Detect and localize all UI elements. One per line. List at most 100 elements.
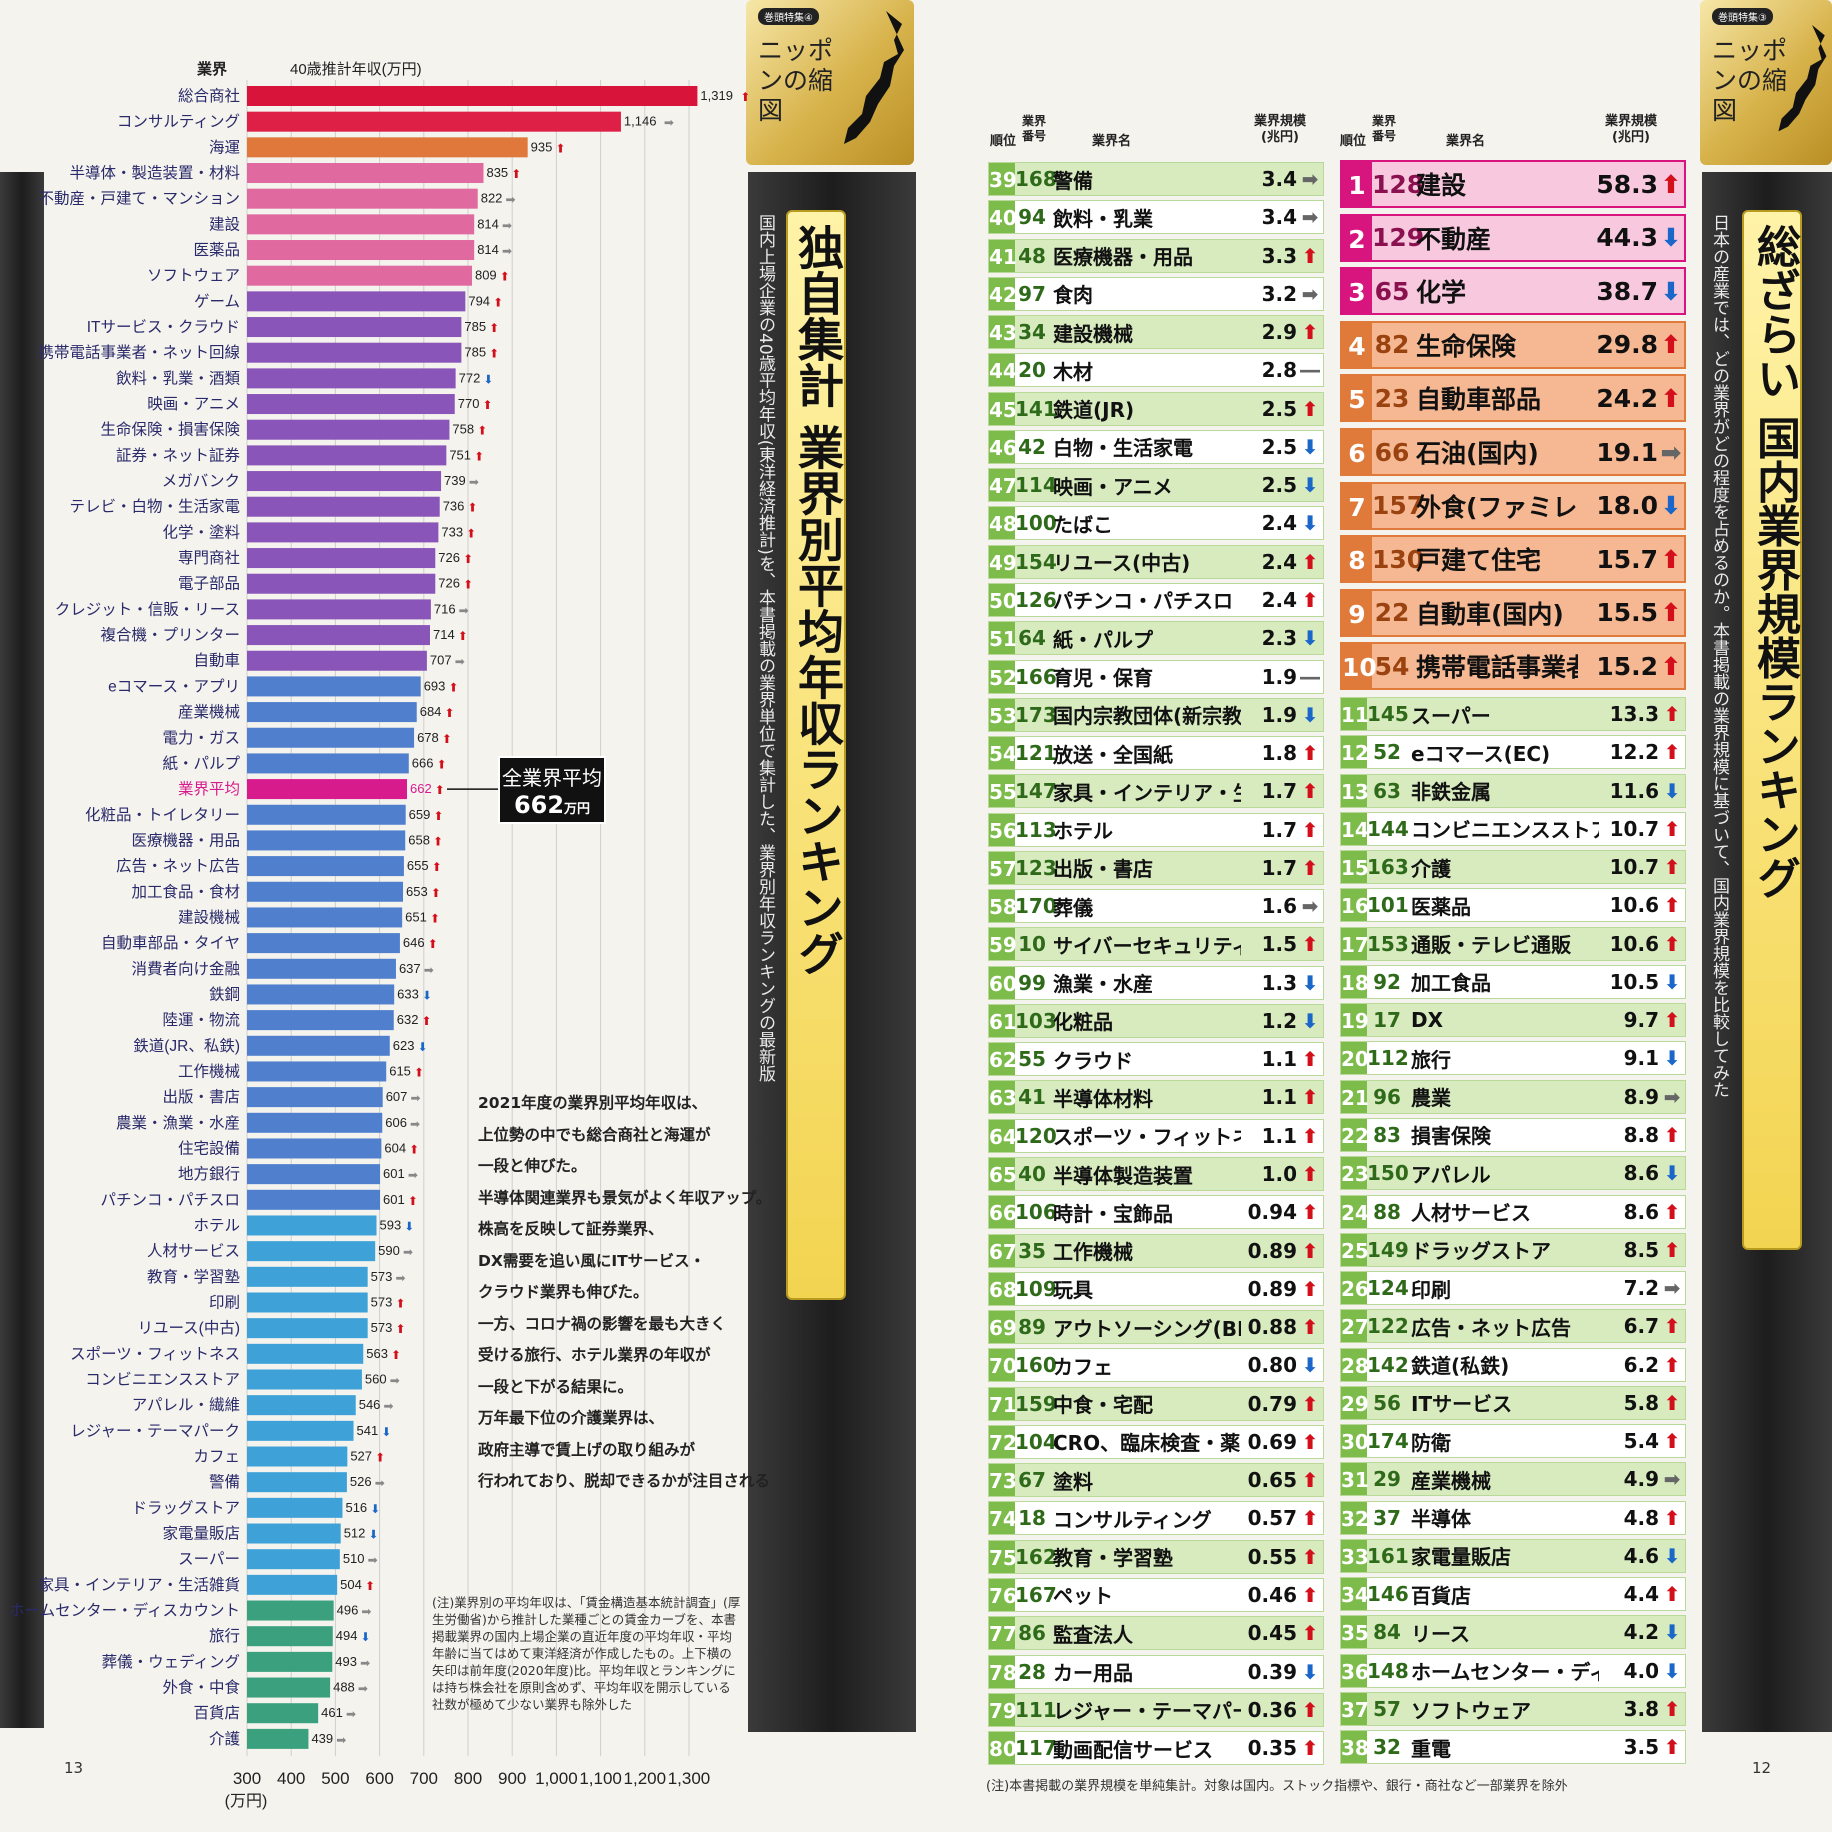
industry-number: 82	[1374, 330, 1410, 360]
trend-arrow-icon: ➡	[1301, 281, 1319, 306]
value-label: 560	[365, 1372, 387, 1387]
bar	[247, 958, 396, 979]
industry-number: 99	[1018, 970, 1046, 995]
value-label: 590	[378, 1243, 400, 1258]
ranking-row: 18 92 加工食品 10.5 ⬇	[1340, 964, 1686, 999]
industry-name: 半導体材料	[1053, 1086, 1153, 1111]
industry-number: 144	[1367, 816, 1409, 841]
value-label: 593	[380, 1217, 402, 1232]
value-label: 541	[357, 1423, 379, 1438]
trend-arrow-icon: ⬆	[1660, 169, 1682, 199]
bar	[247, 522, 439, 543]
value-label: 461	[321, 1705, 343, 1720]
ranking-row: 70 160 カフェ 0.80 ⬇	[988, 1348, 1324, 1383]
ranking-row: 19 17 DX 9.7 ⬆	[1340, 1003, 1686, 1038]
rank-number: 34	[1341, 1578, 1369, 1611]
rank-number: 73	[989, 1464, 1017, 1497]
trend-arrow-icon: ➡	[1663, 1467, 1681, 1492]
ranking-row: 9 22 自動車(国内) 15.5 ⬆	[1340, 588, 1686, 637]
rank-number: 70	[989, 1349, 1017, 1382]
rank-number: 67	[989, 1234, 1017, 1267]
industry-name: 飲料・乳業	[1053, 206, 1153, 231]
industry-name: 放送・全国紙	[1053, 742, 1173, 767]
industry-size: 1.2	[1261, 1008, 1297, 1033]
bar	[247, 1523, 341, 1544]
bar	[247, 599, 431, 620]
feature-tab-title: ニッポンの縮図	[758, 36, 834, 125]
industry-size: 19.1	[1596, 437, 1658, 467]
industry-number: 100	[1015, 511, 1057, 536]
rank-number: 46	[989, 430, 1017, 463]
x-axis-unit: (万円)	[225, 1793, 268, 1810]
ranking-row: 80 117 動画配信サービス 0.35 ⬆	[988, 1731, 1324, 1766]
industry-size: 8.5	[1623, 1237, 1659, 1262]
industry-size: 0.69	[1247, 1429, 1297, 1454]
x-tick-label: 900	[498, 1769, 526, 1788]
industry-name: 玩具	[1053, 1278, 1093, 1303]
commentary-line: 政府主導で賃上げの取り組みが	[478, 1440, 696, 1459]
trend-arrow-icon: ⬆	[477, 424, 487, 438]
x-axis-label: 40歳推計年収(万円)	[290, 61, 422, 78]
industry-number: 67	[1018, 1468, 1046, 1493]
industry-size: 15.2	[1596, 651, 1658, 681]
value-label: 822	[481, 191, 503, 206]
trend-arrow-icon: ―	[1300, 358, 1320, 383]
industry-size: 8.9	[1623, 1084, 1659, 1109]
trend-arrow-icon: ⬆	[1663, 1122, 1681, 1147]
bar	[247, 111, 621, 132]
value-label: 563	[366, 1346, 388, 1361]
value-label: 633	[397, 986, 419, 1001]
industry-name: 家電量販店	[1411, 1545, 1511, 1570]
industry-number: 114	[1015, 473, 1057, 498]
industry-name: CRO、臨床検査・薬	[1053, 1431, 1241, 1456]
industry-size: 0.94	[1247, 1200, 1297, 1225]
bar	[247, 265, 472, 286]
value-label: 814	[477, 216, 499, 231]
industry-size: 3.2	[1261, 281, 1297, 306]
bar	[247, 240, 475, 261]
category-label: スポーツ・フィットネス	[70, 1345, 240, 1363]
ranking-row: 37 57 ソフトウェア 3.8 ⬆	[1340, 1692, 1686, 1727]
industry-name: 広告・ネット広告	[1411, 1315, 1571, 1340]
rank-number: 28	[1341, 1348, 1369, 1381]
industry-name: 通販・テレビ通販	[1411, 933, 1571, 958]
ranking-row: 66 106 時計・宝飾品 0.94 ⬆	[988, 1195, 1324, 1230]
trend-arrow-icon: ⬆	[1301, 1276, 1319, 1301]
industry-size: 3.4	[1261, 205, 1297, 230]
industry-name: ソフトウェア	[1411, 1698, 1531, 1723]
industry-size: 2.5	[1261, 434, 1297, 459]
rank-number: 2	[1342, 215, 1372, 260]
industry-number: 168	[1015, 167, 1057, 191]
trend-arrow-icon: ⬆	[375, 1451, 385, 1465]
industry-number: 103	[1015, 1008, 1057, 1033]
rank-number: 52	[989, 660, 1017, 693]
value-label: 716	[434, 601, 456, 616]
ranking-row: 27 122 広告・ネット広告 6.7 ⬆	[1340, 1309, 1686, 1344]
industry-size: 1.0	[1261, 1162, 1297, 1187]
industry-size: 9.1	[1623, 1046, 1659, 1071]
bar	[247, 419, 450, 440]
commentary-line: 万年最下位の介護業界は、	[478, 1409, 665, 1427]
rank-number: 41	[989, 239, 1017, 272]
ranking-row: 49 154 リユース(中古) 2.4 ⬆	[988, 544, 1324, 579]
industry-size: 4.9	[1623, 1467, 1659, 1492]
bar	[247, 907, 403, 928]
average-callout-unit: 万円	[564, 802, 591, 817]
rank-number: 76	[989, 1578, 1017, 1611]
bar	[247, 1728, 309, 1749]
trend-arrow-icon: ⬆	[1663, 816, 1681, 841]
category-label: ゲーム	[194, 292, 240, 310]
industry-number: 48	[1018, 243, 1046, 268]
trend-arrow-icon: ⬆	[1301, 1123, 1319, 1148]
header-name: 業界名	[1092, 134, 1132, 149]
trend-arrow-icon: ⬆	[1663, 1237, 1681, 1262]
trend-arrow-icon: ⬆	[466, 526, 476, 540]
industry-name: 化粧品	[1053, 1010, 1113, 1035]
industry-number: 94	[1018, 205, 1046, 230]
trend-arrow-icon: ⬆	[1663, 1429, 1681, 1454]
x-tick-label: 700	[410, 1769, 438, 1788]
value-label: 666	[412, 755, 434, 770]
industry-size: 15.7	[1596, 544, 1658, 574]
trend-arrow-icon: ⬇	[1663, 1620, 1681, 1645]
bar	[247, 1420, 354, 1441]
